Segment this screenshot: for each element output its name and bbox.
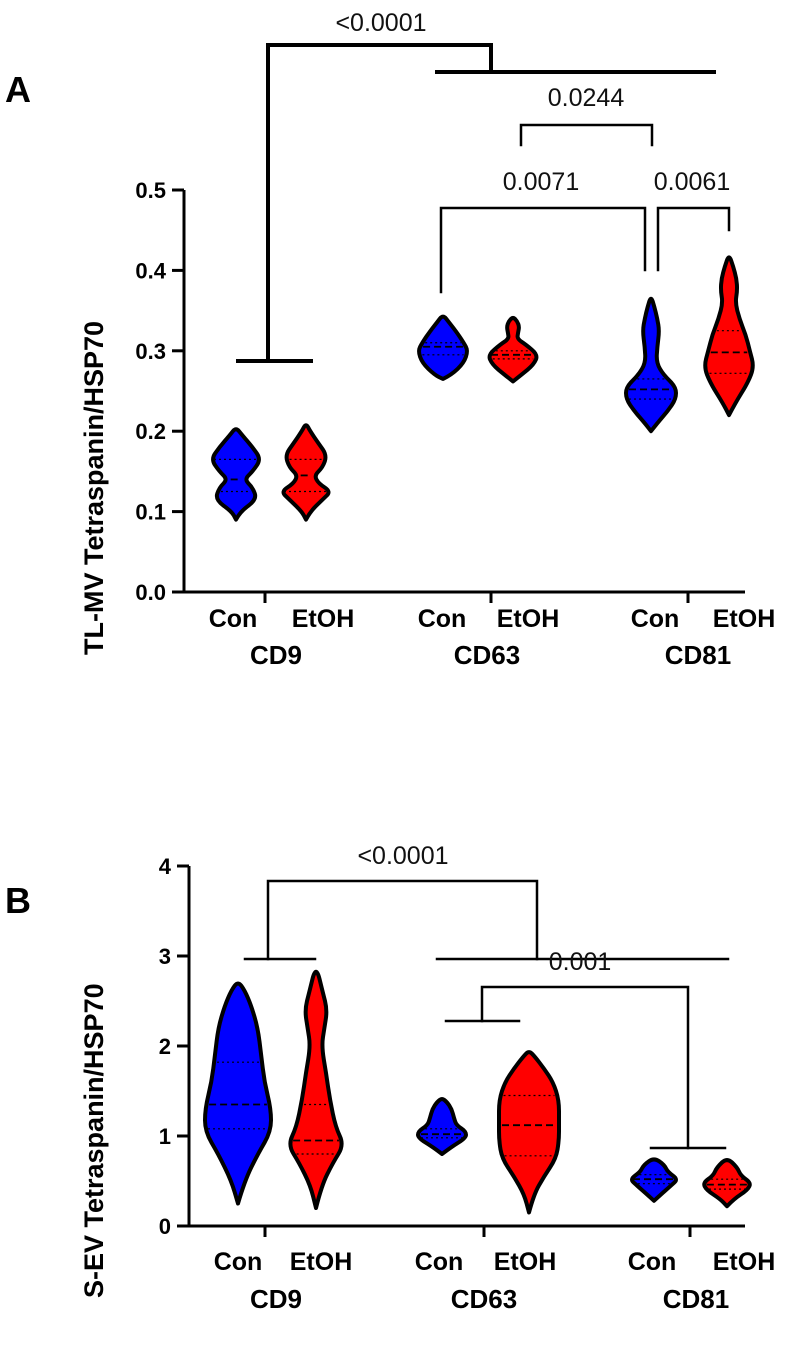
panel-a-group-cd63: CD63	[454, 640, 520, 670]
panel-b-pvalue-001: 0.001	[549, 948, 612, 976]
panel-a-y-tick-label: 0.4	[135, 258, 166, 283]
panel-a-pvalue-main: <0.0001	[335, 9, 426, 37]
panel-a-cd81-etoh-label: EtOH	[713, 605, 776, 633]
panel-a-violin-cd9-etoh	[281, 423, 331, 522]
panel-a-violin-cd63-etoh	[487, 316, 539, 384]
panel-b-cd81-etoh-label: EtOH	[713, 1248, 776, 1276]
panel-a-pvalue-0244: 0.0244	[548, 84, 625, 112]
panel-b-group-cd81: CD81	[663, 1284, 729, 1314]
panel-a-pvalue-0071: 0.0071	[503, 168, 579, 196]
panel-b-letter: B	[5, 880, 31, 921]
panel-b-cd9-con-label: Con	[214, 1248, 263, 1276]
panel-b-bracket-main	[266, 879, 539, 961]
panel-a-violin-cd9-con	[211, 427, 261, 522]
panel-b-y-tick-label: 2	[159, 1034, 171, 1059]
panel-a-group-cd9: CD9	[250, 640, 302, 670]
panel-a-violin-cd63-con	[417, 314, 469, 381]
panel-b-violin-cd63-etoh	[497, 1050, 561, 1215]
panel-a-group-cd81: CD81	[665, 640, 731, 670]
panel-b-y-tick-label: 4	[159, 854, 172, 879]
panel-a-cd9-etoh-label: EtOH	[292, 605, 355, 633]
panel-a-cd9-con-label: Con	[209, 605, 258, 633]
panel-b-violins	[203, 969, 752, 1215]
panel-b-violin-cd81-con	[630, 1157, 678, 1203]
panel-b-violin-cd63-con	[416, 1097, 468, 1156]
panel-b-bracket-001	[480, 985, 690, 1150]
panel-a-bracket-main	[266, 43, 493, 363]
panel-b-cd63-etoh-label: EtOH	[494, 1248, 557, 1276]
panel-a-y-tick-label: 0.5	[135, 178, 166, 203]
panel-b-group-cd63: CD63	[451, 1284, 517, 1314]
panel-b-y-tick-label: 1	[159, 1124, 171, 1149]
panel-b-pvalue-main: <0.0001	[357, 842, 448, 870]
panel-a-y-tick-label: 0.0	[135, 580, 166, 605]
panel-a-y-tick-label: 0.2	[135, 419, 166, 444]
panel-a-letter: A	[5, 69, 31, 110]
panel-a-cd63-etoh-label: EtOH	[497, 605, 560, 633]
panel-a-y-tick-label: 0.1	[135, 500, 166, 525]
panel-a-cd63-con-label: Con	[418, 605, 467, 633]
panel-a-bracket-0244	[519, 123, 654, 147]
panel-b-violin-cd81-etoh	[702, 1158, 752, 1209]
panel-a-violin-cd81-con	[624, 296, 678, 434]
panel-a-y-tick-label: 0.3	[135, 339, 166, 364]
panel-a: A TL-MV Tetraspanin/HSP70 0.00.10.20.30.…	[5, 9, 775, 670]
panel-a-y-axis-label: TL-MV Tetraspanin/HSP70	[79, 321, 109, 655]
panel-b-y-axis-label: S-EV Tetraspanin/HSP70	[79, 983, 109, 1298]
panel-a-pvalue-0061: 0.0061	[654, 168, 730, 196]
panel-a-y-ticks: 0.0 0.1 0.2 0.3 0.4 0.5	[135, 178, 184, 605]
panel-b-y-tick-label: 3	[159, 944, 171, 969]
panel-a-cd81-con-label: Con	[631, 605, 680, 633]
panel-b-y-ticks: 0 1 2 3 4	[159, 854, 189, 1239]
panel-b-group-cd9: CD9	[250, 1284, 302, 1314]
panel-a-violin-cd81-etoh	[703, 255, 755, 418]
panel-a-violins	[211, 255, 755, 522]
panel-b-violin-cd9-etoh	[288, 969, 344, 1210]
panel-b-cd81-con-label: Con	[628, 1248, 677, 1276]
panel-b-cd63-con-label: Con	[415, 1248, 464, 1276]
panel-b-violin-cd9-con	[203, 981, 273, 1206]
panel-b-y-tick-label: 0	[159, 1214, 171, 1239]
panel-b-cd9-etoh-label: EtOH	[290, 1248, 353, 1276]
panel-a-bracket-0061	[656, 206, 731, 272]
panel-a-bracket-0071	[439, 206, 647, 294]
